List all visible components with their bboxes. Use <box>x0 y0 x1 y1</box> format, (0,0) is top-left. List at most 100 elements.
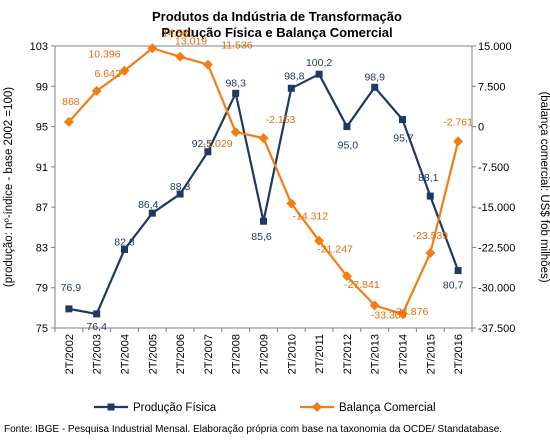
producao-fisica-point <box>232 89 240 97</box>
axes: 75 79 83 87 91 95 99 103 -37.500 -30.000 -22.500 -1… <box>30 41 516 374</box>
balanca-comercial-point <box>202 59 213 70</box>
y-right-tick-label: 0 <box>478 122 484 134</box>
x-tick-label: 2T/2013 <box>370 334 382 374</box>
producao-fisica-data-label: 92,5 <box>192 138 213 150</box>
plot-area-frame <box>54 45 473 329</box>
producao-fisica-point <box>204 148 212 156</box>
y-left-tick-label: 87 <box>36 202 48 214</box>
y-left-tick-label: 83 <box>36 242 48 254</box>
balanca-comercial-point <box>175 51 186 62</box>
producao-fisica-data-label: 85,6 <box>251 231 272 243</box>
balanca-comercial-point <box>258 133 269 144</box>
balanca-comercial-point <box>119 65 130 76</box>
y-left-tick-label: 91 <box>36 162 48 174</box>
producao-fisica-data-label: 76,4 <box>86 321 107 333</box>
y-left-tick-label: 75 <box>36 323 48 335</box>
balanca-comercial-point <box>453 136 464 147</box>
balanca-comercial-point <box>63 116 74 127</box>
producao-fisica-point <box>176 190 184 198</box>
legend-balanca-marker <box>312 402 322 412</box>
producao-fisica-point <box>399 116 406 124</box>
y-right-tick-label: 15.000 <box>478 41 512 53</box>
producao-fisica-data-label: 95,0 <box>338 140 359 152</box>
y-left-tick-label: 79 <box>36 283 48 295</box>
x-tick-label: 2T/2010 <box>286 334 298 374</box>
x-tick-label: 2T/2009 <box>259 334 271 374</box>
y-right-tick-label: -30.000 <box>478 283 515 295</box>
balanca-comercial-data-label: 10.396 <box>88 49 120 61</box>
producao-fisica-data-label: 98,9 <box>364 71 385 83</box>
balanca-comercial-point <box>91 85 102 96</box>
x-tick-label: 2T/2011 <box>314 334 326 374</box>
balanca-comercial-data-label: -2.153 <box>266 114 296 126</box>
balanca-comercial-data-label: -1.029 <box>203 138 233 150</box>
balanca-comercial-point <box>369 300 380 311</box>
balanca-comercial-point <box>286 198 297 209</box>
balanca-comercial-data-label: 11.536 <box>221 40 252 52</box>
x-tick-label: 2T/2006 <box>175 334 187 374</box>
balanca-comercial-data-label: 13.019 <box>175 36 207 48</box>
balanca-comercial-point <box>314 235 325 246</box>
balanca-comercial-data-label: 868 <box>62 96 80 108</box>
y-axis-right-label: (balança comercial: US$ fob milhões) <box>538 91 550 282</box>
producao-fisica-data-label: 86,4 <box>138 199 159 211</box>
x-tick-label: 2T/2012 <box>342 334 354 374</box>
balanca-comercial-data-label: -14.312 <box>292 210 328 222</box>
legend-producao-label: Produção Física <box>133 402 217 414</box>
producao-fisica-point <box>371 83 379 91</box>
x-tick-label: 2T/2005 <box>147 334 159 374</box>
balanca-comercial-point <box>230 127 241 138</box>
producao-fisica-point <box>343 123 351 131</box>
source-note: Fonte: IBGE - Pesquisa Industrial Mensal… <box>4 424 502 435</box>
balanca-comercial-data-label: 14.581 <box>162 27 194 39</box>
data-labels: 76,9 76,4 82,8 86,4 88,3 92,5 98,3 85,6 98,8100,… <box>61 27 473 333</box>
producao-fisica-point <box>148 209 156 217</box>
x-tick-label: 2T/2007 <box>203 334 215 374</box>
x-tick-label: 2T/2003 <box>92 334 104 374</box>
balanca-comercial-point <box>397 308 408 319</box>
balanca-comercial-data-label: -2.761 <box>443 116 473 128</box>
balanca-comercial-data-label: -33.303 <box>371 309 407 321</box>
y-right-tick-label: -22.500 <box>478 242 515 254</box>
producao-fisica-point <box>315 70 323 78</box>
producao-fisica-data-label: 98,8 <box>284 70 305 82</box>
x-tick-label: 2T/2004 <box>120 334 132 374</box>
balanca-comercial-line <box>68 47 460 316</box>
balanca-comercial-point <box>341 271 352 282</box>
balanca-comercial-point <box>425 248 436 259</box>
x-tick-label: 2T/2008 <box>231 334 243 374</box>
producao-fisica-data-label: 98,3 <box>225 77 246 89</box>
y-left-tick-label: 95 <box>36 122 48 134</box>
producao-fisica-point <box>93 310 101 318</box>
y-right-tick-label: -15.000 <box>478 202 515 214</box>
producao-fisica-data-label: 80,7 <box>443 280 464 292</box>
legend-balanca-label: Balança Comercial <box>339 402 436 414</box>
producao-fisica-point <box>426 192 434 200</box>
balanca-comercial-data-label: -23.539 <box>412 230 448 242</box>
producao-fisica-data-label: 88,1 <box>418 172 439 184</box>
balanca-comercial-data-label: -34.876 <box>393 306 429 318</box>
producao-fisica-line <box>68 73 460 315</box>
producao-fisica-point <box>454 267 462 275</box>
x-tick-label: 2T/2016 <box>453 334 465 374</box>
y-left-tick-label: 99 <box>36 81 48 93</box>
balanca-comercial-data-label: 6.642 <box>95 68 121 80</box>
legend: Produção Física Balança Comercial <box>94 402 436 414</box>
producao-fisica-data-label: 88,3 <box>170 181 191 193</box>
x-tick-label: 2T/2002 <box>64 334 76 374</box>
producao-fisica-point <box>65 305 73 313</box>
producao-fisica-point <box>121 245 128 253</box>
series-lines <box>63 43 464 319</box>
y-left-tick-label: 103 <box>30 41 48 53</box>
x-tick-label: 2T/2015 <box>425 334 437 374</box>
y-right-tick-label: -7.500 <box>478 162 509 174</box>
producao-fisica-point <box>260 217 267 225</box>
producao-fisica-point <box>287 84 295 92</box>
x-tick-label: 2T/2014 <box>398 334 410 374</box>
y-axis-left-label: (produção: nº-índice - base 2002 =100) <box>3 87 15 287</box>
y-right-tick-label: -37.500 <box>478 323 515 335</box>
producao-fisica-data-label: 82,8 <box>114 236 135 248</box>
balanca-comercial-data-label: -27.841 <box>344 279 380 291</box>
chart-title: Produtos da Indústria de Transformação <box>152 9 402 24</box>
